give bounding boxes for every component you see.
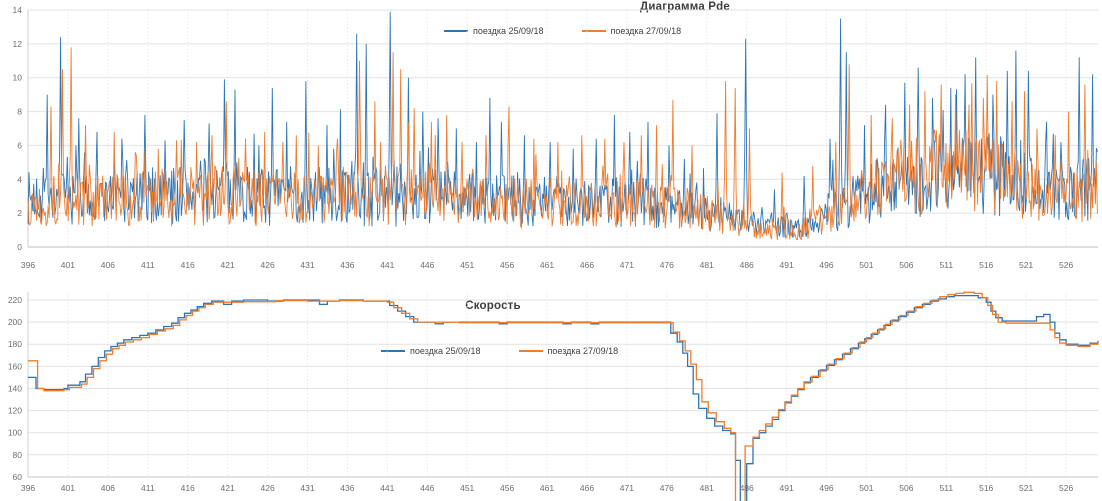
pde-x-tick-label: 496 — [819, 260, 833, 270]
pde-x-tick-label: 501 — [859, 260, 873, 270]
legend-line-icon — [444, 30, 468, 32]
speed-series-line-1 — [28, 291, 1099, 501]
pde-chart-plot: 0 2 4 6 8 10 12 14 396 401 406 411 416 421 426 431 436 44… — [13, 5, 1098, 270]
speed-x-tick-label: 466 — [580, 483, 594, 493]
pde-x-tick-label: 461 — [540, 260, 554, 270]
speed-y-tick-label: 60 — [13, 472, 23, 482]
pde-x-tick-label: 426 — [261, 260, 275, 270]
speed-x-tick-label: 481 — [700, 483, 714, 493]
speed-legend: поездка 25/09/18 поездка 27/09/18 — [381, 346, 656, 356]
pde-x-tick-label: 526 — [1059, 260, 1073, 270]
pde-x-tick-label: 441 — [380, 260, 394, 270]
pde-x-tick-label: 521 — [1019, 260, 1033, 270]
pde-y-tick-label: 2 — [17, 208, 22, 218]
pde-y-tick-label: 4 — [17, 174, 22, 184]
pde-y-tick-label: 10 — [13, 73, 23, 83]
speed-x-tick-label: 451 — [460, 483, 474, 493]
speed-chart-plot: 60 80 100 120 140 160 180 200 220 396 401 406 411 416… — [8, 291, 1099, 501]
speed-x-tick-label: 416 — [181, 483, 195, 493]
speed-x-tick-label: 521 — [1019, 483, 1033, 493]
speed-y-tick-label: 160 — [8, 361, 22, 371]
legend-line-icon — [581, 30, 606, 32]
pde-legend-label-trip1: поездка 25/09/18 — [473, 26, 544, 36]
speed-x-tick-label: 461 — [540, 483, 554, 493]
speed-y-tick-label: 180 — [8, 339, 22, 349]
speed-x-tick-label: 456 — [500, 483, 514, 493]
pde-x-tick-label: 481 — [700, 260, 714, 270]
pde-x-tick-label: 436 — [340, 260, 354, 270]
pde-legend-item-trip2: поездка 27/09/18 — [581, 26, 682, 36]
speed-x-tick-label: 471 — [620, 483, 634, 493]
speed-y-tick-label: 220 — [8, 295, 22, 305]
speed-x-tick-label: 491 — [780, 483, 794, 493]
pde-x-tick-label: 456 — [500, 260, 514, 270]
pde-x-tick-label: 416 — [181, 260, 195, 270]
pde-y-tick-label: 6 — [17, 140, 22, 150]
pde-x-tick-label: 491 — [780, 260, 794, 270]
pde-x-tick-label: 446 — [420, 260, 434, 270]
speed-x-tick-label: 406 — [101, 483, 115, 493]
speed-x-tick-label: 396 — [21, 483, 35, 493]
pde-series-line-1 — [27, 47, 1098, 241]
speed-x-tick-label: 411 — [141, 483, 155, 493]
speed-legend-item-trip1: поездка 25/09/18 — [381, 346, 481, 356]
speed-x-tick-label: 446 — [420, 483, 434, 493]
pde-legend-item-trip1: поездка 25/09/18 — [444, 26, 544, 36]
pde-x-tick-label: 486 — [740, 260, 754, 270]
pde-x-tick-label: 421 — [221, 260, 235, 270]
pde-x-tick-label: 431 — [300, 260, 314, 270]
pde-x-tick-label: 511 — [940, 260, 954, 270]
speed-x-tick-label: 436 — [340, 483, 354, 493]
speed-x-tick-label: 526 — [1059, 483, 1073, 493]
pde-x-tick-label: 396 — [21, 260, 35, 270]
speed-x-tick-label: 511 — [940, 483, 954, 493]
speed-legend-label-trip1: поездка 25/09/18 — [410, 346, 481, 356]
speed-series-line-0 — [28, 294, 1099, 501]
speed-y-tick-label: 120 — [8, 406, 22, 416]
pde-x-tick-label: 411 — [141, 260, 155, 270]
speed-x-tick-label: 501 — [859, 483, 873, 493]
speed-x-tick-label: 441 — [380, 483, 394, 493]
pde-x-tick-label: 406 — [101, 260, 115, 270]
pde-x-tick-label: 506 — [899, 260, 913, 270]
speed-y-tick-label: 140 — [8, 384, 22, 394]
speed-x-tick-label: 421 — [221, 483, 235, 493]
speed-x-tick-label: 431 — [300, 483, 314, 493]
pde-x-tick-label: 451 — [460, 260, 474, 270]
speed-legend-label-trip2: поездка 27/09/18 — [547, 346, 619, 356]
speed-y-tick-label: 80 — [13, 450, 23, 460]
speed-y-tick-label: 200 — [8, 317, 22, 327]
pde-y-tick-label: 12 — [13, 39, 23, 49]
pde-legend-label-trip2: поездка 27/09/18 — [610, 26, 682, 36]
pde-legend: поездка 25/09/18 поездка 27/09/18 — [444, 26, 719, 36]
speed-x-tick-label: 496 — [819, 483, 833, 493]
speed-x-tick-label: 401 — [61, 483, 75, 493]
pde-x-tick-label: 516 — [979, 260, 993, 270]
speed-x-tick-label: 506 — [899, 483, 913, 493]
speed-y-tick-label: 100 — [8, 428, 22, 438]
speed-x-tick-label: 426 — [261, 483, 275, 493]
pde-y-tick-label: 8 — [17, 107, 22, 117]
pde-x-tick-label: 476 — [660, 260, 674, 270]
speed-x-tick-label: 476 — [660, 483, 674, 493]
speed-x-tick-label: 516 — [979, 483, 993, 493]
pde-y-tick-label: 0 — [17, 242, 22, 252]
pde-x-tick-label: 466 — [580, 260, 594, 270]
legend-line-icon — [381, 350, 405, 352]
pde-y-tick-label: 14 — [13, 5, 23, 15]
speed-x-tick-label: 486 — [740, 483, 754, 493]
speed-legend-item-trip2: поездка 27/09/18 — [518, 346, 619, 356]
pde-x-tick-label: 471 — [620, 260, 634, 270]
legend-line-icon — [518, 350, 543, 352]
pde-x-tick-label: 401 — [61, 260, 75, 270]
